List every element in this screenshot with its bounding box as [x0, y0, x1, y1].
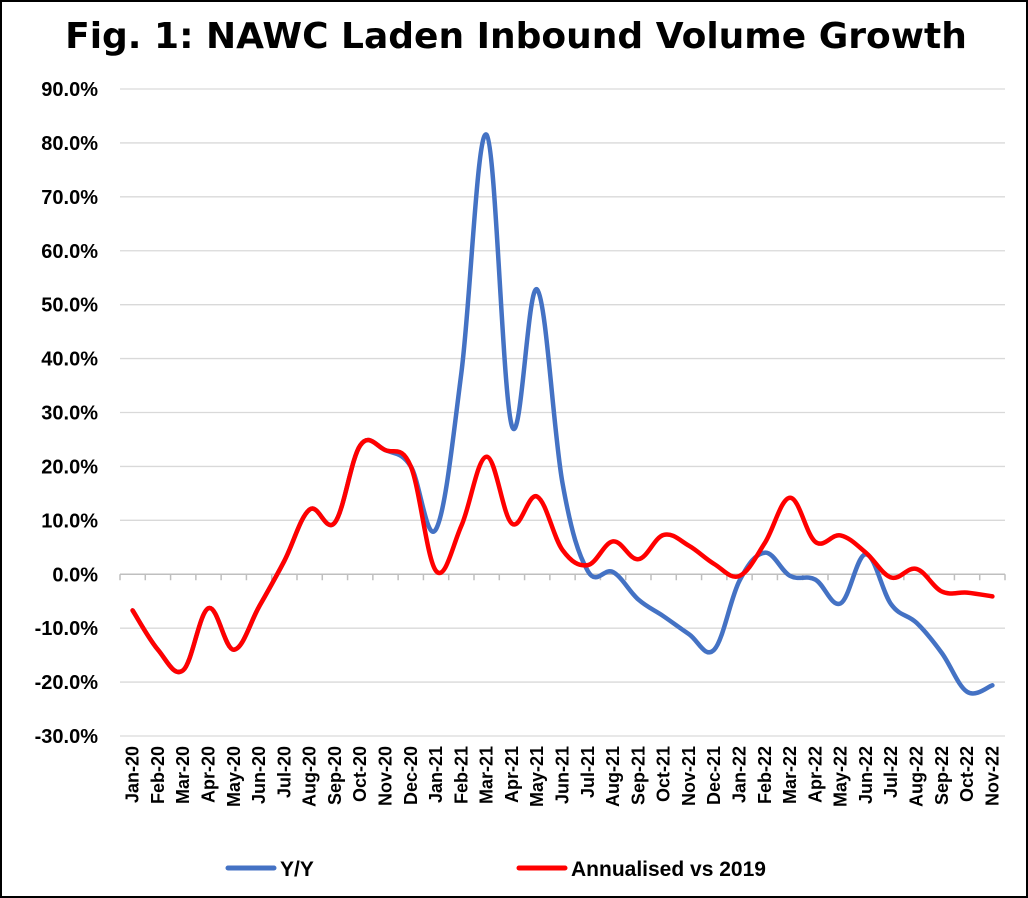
x-tick-label: Oct-21	[654, 746, 674, 802]
legend-label: Y/Y	[280, 858, 314, 881]
y-tick-label: -10.0%	[35, 618, 99, 640]
legend-label: Annualised vs 2019	[571, 858, 766, 881]
x-tick-label: Jul-20	[274, 746, 294, 798]
x-tick-label: May-20	[224, 746, 244, 807]
x-tick-label: Jun-22	[856, 746, 876, 804]
x-tick-label: Jan-22	[730, 746, 750, 803]
x-tick-label: Mar-22	[780, 746, 800, 804]
gridlines	[120, 88, 1005, 737]
x-tick-label: Jan-20	[123, 746, 143, 803]
y-tick-label: 10.0%	[41, 510, 98, 532]
x-tick-label: Apr-22	[805, 746, 825, 803]
x-tick-label: Dec-21	[704, 746, 724, 805]
x-tick-label: Dec-20	[401, 746, 421, 805]
x-tick-label: Jun-21	[553, 746, 573, 804]
y-tick-label: 80.0%	[41, 133, 98, 155]
y-tick-label: 60.0%	[41, 241, 98, 263]
x-tick-label: Mar-20	[173, 746, 193, 804]
chart-title: Fig. 1: NAWC Laden Inbound Volume Growth	[65, 16, 967, 57]
legend: Y/Y Annualised vs 2019	[225, 858, 766, 881]
x-tick-label: Nov-22	[982, 746, 1002, 806]
x-tick-label: Feb-20	[148, 746, 168, 804]
x-tick-label: Oct-20	[350, 746, 370, 802]
y-tick-label: 40.0%	[41, 349, 98, 371]
x-tick-label: Nov-20	[376, 746, 396, 806]
y-tick-label: 0.0%	[52, 564, 98, 586]
y-tick-label: 90.0%	[41, 79, 98, 101]
y-tick-label: 50.0%	[41, 295, 98, 317]
x-tick-label: Jul-21	[578, 746, 598, 798]
x-tick-label: Aug-21	[603, 746, 623, 807]
x-tick-label: May-21	[527, 746, 547, 807]
y-axis-ticks: 90.0% 80.0% 70.0% 60.0% 50.0% 40.0% 30.0% 20.0%…	[35, 79, 99, 748]
y-tick-label: -20.0%	[35, 672, 99, 694]
x-tick-label: Feb-22	[755, 746, 775, 804]
y-tick-label: 20.0%	[41, 456, 98, 478]
x-tick-label: Jun-20	[249, 746, 269, 804]
y-tick-label: 30.0%	[41, 403, 98, 425]
x-axis-ticks: Jan-20 Feb-20 Mar-20 Apr-20 May-20 Jun-20 Jul-…	[123, 746, 1003, 807]
y-tick-label: 70.0%	[41, 187, 98, 209]
x-tick-label: Mar-21	[477, 746, 497, 804]
x-tick-label: Apr-21	[502, 746, 522, 803]
series-line-0	[130, 132, 995, 696]
x-tick-label: Jul-22	[881, 746, 901, 798]
series-line-1	[130, 437, 995, 675]
x-axis	[119, 573, 1006, 581]
x-tick-label: Jan-21	[426, 746, 446, 803]
x-tick-label: May-22	[831, 746, 851, 807]
series-lines	[130, 132, 995, 696]
y-tick-label: -30.0%	[35, 726, 99, 748]
x-tick-label: Oct-22	[957, 746, 977, 802]
x-tick-label: Apr-20	[199, 746, 219, 803]
x-tick-label: Aug-20	[300, 746, 320, 807]
x-tick-label: Feb-21	[451, 746, 471, 804]
x-tick-label: Aug-22	[907, 746, 927, 807]
x-tick-label: Nov-21	[679, 746, 699, 806]
x-tick-label: Sep-20	[325, 746, 345, 805]
x-tick-label: Sep-21	[628, 746, 648, 805]
x-tick-label: Sep-22	[932, 746, 952, 805]
